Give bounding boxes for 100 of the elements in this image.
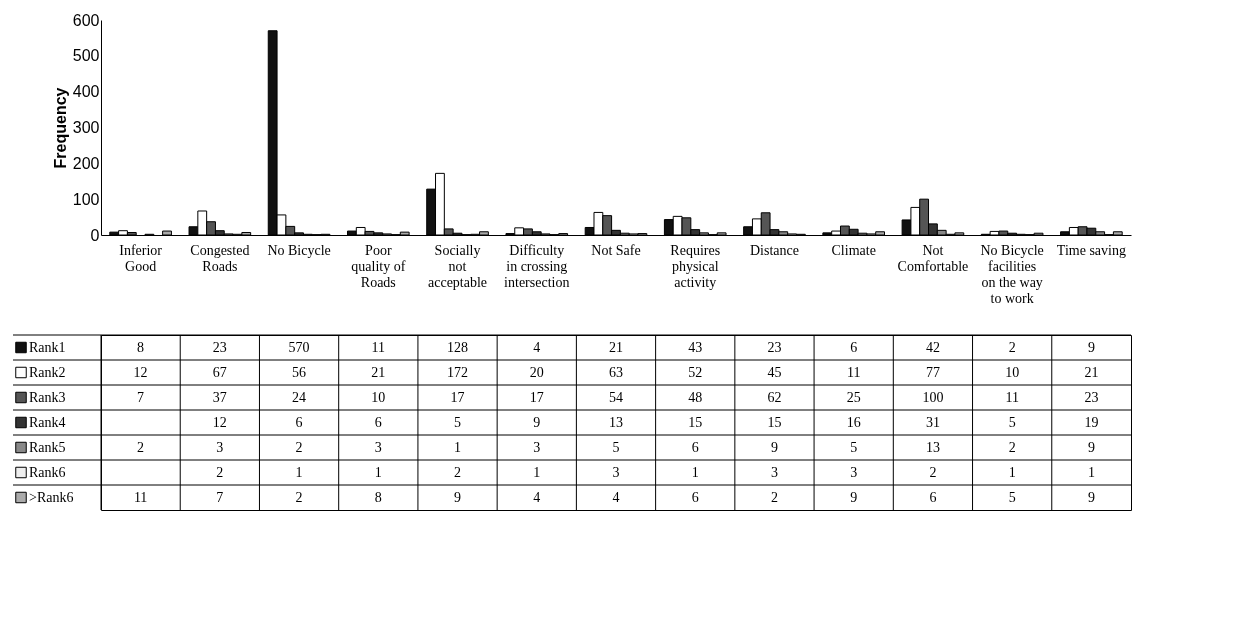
data-label: 23 [212,339,227,355]
y-tick-label: 600 [72,11,100,29]
data-label: 5 [612,439,620,455]
x-tick-label: No Bicycle [267,242,331,258]
data-label: 77 [925,364,940,380]
data-label: 3 [850,464,858,480]
x-tick-label: Not Comfortable [897,242,969,274]
data-label: 6 [691,489,699,505]
data-label: 48 [688,389,703,405]
data-label: 5 [850,439,858,455]
data-label: 5 [1008,414,1016,430]
y-tick-label: 200 [72,154,100,172]
x-tick-label: Congested Roads [190,242,250,274]
y-tick-label: 400 [72,83,100,101]
data-label: 6 [929,489,937,505]
data-label: 9 [1087,339,1095,355]
data-label: 25 [846,389,861,405]
data-label: 11 [1005,389,1019,405]
data-label: 12 [212,414,227,430]
x-tick-label: Socially not acceptable [428,242,488,290]
legend-label: Rank6 [29,464,66,480]
data-label: 13 [925,439,940,455]
data-label: 11 [846,364,861,380]
legend-label: >Rank6 [29,489,74,505]
data-label: 63 [609,364,623,380]
data-label: 16 [846,414,861,430]
data-label: 570 [288,339,310,355]
data-label: 2 [929,464,937,480]
data-label: 2 [216,464,224,480]
data-label: 62 [767,389,782,405]
legend-label: Rank4 [29,414,66,430]
data-label: 2 [1008,339,1016,355]
x-tick-label: Distance [749,242,799,258]
data-label: 67 [212,364,227,380]
data-label: 43 [688,339,703,355]
data-label: 1 [1087,464,1095,480]
data-label: 4 [533,489,541,505]
data-label: 10 [371,389,386,405]
data-label: 9 [1087,439,1095,455]
data-label: 3 [216,439,224,455]
data-label: 37 [212,389,227,405]
legend-label: Rank2 [29,364,66,380]
data-label: 100 [922,389,944,405]
data-label: 5 [1008,489,1016,505]
data-label: 1 [1008,464,1016,480]
data-label: 5 [454,414,462,430]
data-label: 172 [447,364,469,380]
data-label: 9 [1087,489,1095,505]
data-label: 9 [454,489,462,505]
data-label: 52 [688,364,703,380]
y-axis-title: Frequency [51,87,69,169]
data-label: 7 [216,489,224,505]
data-label: 1 [374,464,382,480]
legend-label: Rank5 [29,439,66,455]
data-label: 1 [691,464,699,480]
y-tick-label: 300 [72,119,100,136]
data-label: 2 [295,489,303,505]
data-label: 1 [454,439,462,455]
x-tick-label: Time saving [1056,242,1126,258]
data-label: 2 [137,439,145,455]
legend-label: Rank1 [29,339,66,355]
data-label: 21 [1084,364,1099,380]
data-label: 20 [529,364,544,380]
x-tick-label: No Bicycle facilities on the way to work [980,242,1044,306]
x-tick-label: Difficulty in crossing intersection [504,242,570,290]
data-label: 15 [688,414,703,430]
y-tick-label: 100 [72,190,100,208]
data-label: 56 [292,364,307,380]
data-label: 3 [533,439,541,455]
data-label: 3 [770,464,778,480]
data-label: 15 [767,414,782,430]
data-label: 42 [925,339,940,355]
data-label: 9 [850,489,858,505]
data-label: 2 [295,439,303,455]
data-label: 8 [374,489,382,505]
data-label: 4 [612,489,620,505]
data-label: 54 [609,389,623,405]
x-tick-label: Climate [831,242,876,258]
data-label: 11 [133,489,148,505]
data-label: 45 [767,364,782,380]
data-label: 13 [609,414,623,430]
data-label: 21 [371,364,386,380]
data-label: 2 [454,464,462,480]
data-label: 1 [533,464,541,480]
data-label: 10 [1005,364,1020,380]
data-label: 17 [529,389,544,405]
x-tick-label: Requires physical activity [670,242,721,290]
data-label: 6 [374,414,382,430]
data-label: 24 [292,389,307,405]
data-label: 19 [1084,414,1099,430]
data-label: 9 [533,414,541,430]
data-label: 3 [612,464,620,480]
data-label: 23 [767,339,782,355]
data-label: 1 [295,464,303,480]
x-tick-label: Not Safe [591,242,641,258]
data-label: 4 [533,339,541,355]
data-label: 2 [770,489,778,505]
data-label: 23 [1084,389,1099,405]
data-label: 6 [691,439,699,455]
data-label: 31 [925,414,940,430]
